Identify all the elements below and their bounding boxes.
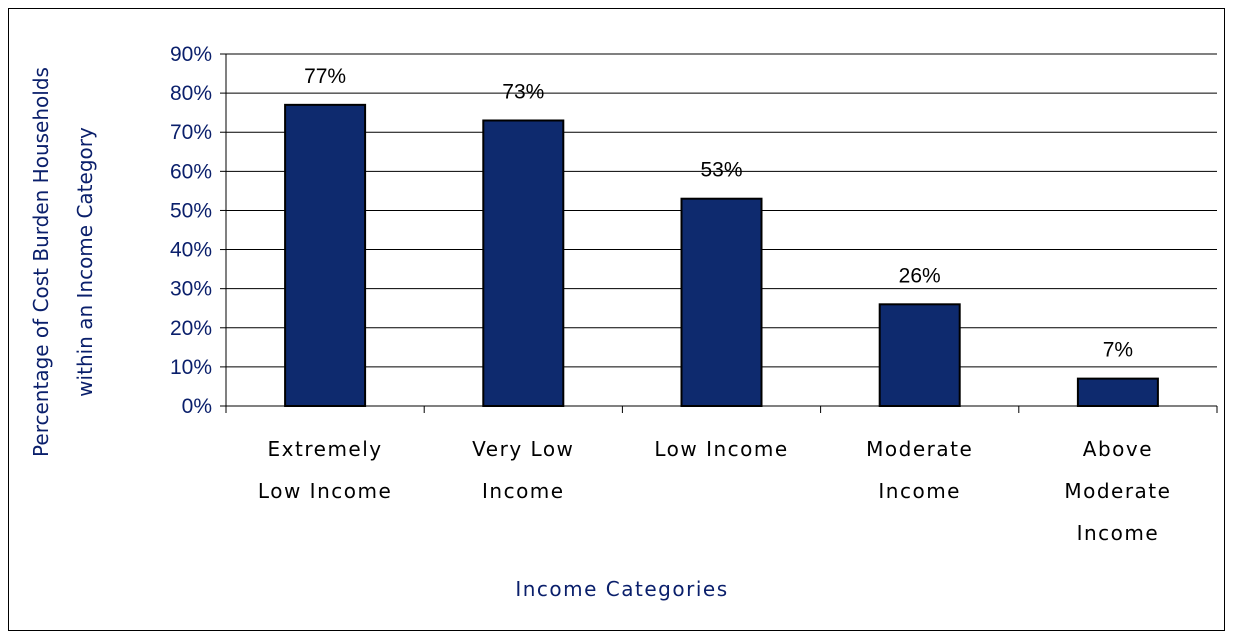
y-tick-label: 10% (170, 356, 212, 379)
bar (680, 197, 763, 407)
y-tick-label: 20% (170, 317, 212, 340)
x-category-label: Moderate (866, 437, 973, 461)
y-axis-title-line-2: within an Income Category (73, 127, 97, 397)
x-axis-title: Income Categories (515, 577, 728, 601)
x-category-label: Very Low (472, 437, 574, 461)
y-tick-label: 90% (170, 43, 212, 66)
bar (878, 303, 961, 407)
bar (1076, 377, 1159, 407)
data-label: 7% (1103, 339, 1133, 362)
x-category-label: Income (482, 479, 565, 503)
y-tick-label: 60% (170, 160, 212, 183)
bar (482, 119, 565, 407)
data-label: 77% (304, 65, 346, 88)
y-tick-label: 70% (170, 121, 212, 144)
x-category-label: Low Income (654, 437, 788, 461)
chart-frame (8, 8, 1225, 631)
y-tick-label: 80% (170, 82, 212, 105)
y-axis-title: Percentage of Cost Burden Households wit… (29, 67, 97, 457)
data-label: 73% (502, 80, 544, 103)
bars (284, 103, 1159, 407)
x-category-label: Extremely (268, 437, 383, 461)
y-tick-label: 0% (182, 395, 212, 418)
gridlines (226, 53, 1217, 368)
labels: 0% 10% 20% 30% 40% 50% 60% 70% 80% 90% 77% Extremel… (170, 43, 1171, 545)
y-tick-label: 40% (170, 239, 212, 262)
x-category-label: Moderate (1064, 479, 1171, 503)
y-tick-label: 50% (170, 199, 212, 222)
x-category-label: Above (1083, 437, 1153, 461)
data-label: 26% (899, 264, 941, 287)
y-tick-label: 30% (170, 278, 212, 301)
axes (220, 53, 1218, 413)
x-category-label: Low Income (258, 479, 392, 503)
data-label: 53% (700, 159, 742, 182)
bar (284, 103, 367, 407)
y-axis-title-line-1: Percentage of Cost Burden Households (29, 67, 53, 457)
x-category-label: Income (1077, 521, 1160, 545)
x-category-label: Income (878, 479, 961, 503)
